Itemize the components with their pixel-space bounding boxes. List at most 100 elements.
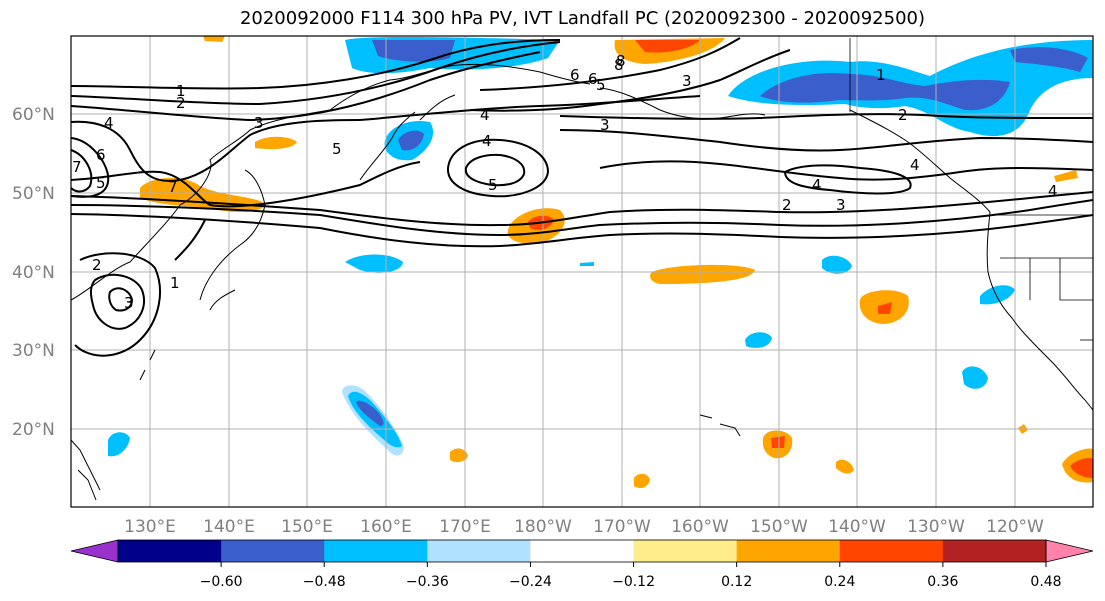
lon-label: 150°W (750, 517, 808, 537)
lat-label: 30°N (12, 341, 55, 361)
colorbar-tick-label: 0.48 (1030, 574, 1061, 590)
lon-label: 160°W (671, 517, 729, 537)
contour-label: 4 (812, 176, 822, 194)
contour-label: 3 (836, 196, 846, 214)
lon-label: 150°E (281, 517, 333, 537)
colorbar-tick-label: 0.12 (721, 574, 752, 590)
lon-label: 140°W (828, 517, 886, 537)
positive-anomaly-region (1070, 458, 1093, 478)
contour-label: 3 (124, 294, 134, 312)
lon-label: 130°E (124, 517, 176, 537)
colorbar-extend-right (1045, 539, 1094, 563)
contour-label: 5 (488, 176, 498, 194)
lon-label: 130°W (907, 517, 965, 537)
contour-labels: 1 2 3 4 5 6 7 8 3 4 4 3 5 1 2 4 2 3 4 4 … (72, 52, 1058, 312)
negative-anomaly-region (345, 254, 403, 273)
lat-label: 50°N (12, 184, 55, 204)
colorbar-segment (221, 540, 325, 562)
colorbar-tick-label: −0.48 (303, 574, 346, 590)
negative-anomaly-region (372, 40, 455, 62)
colorbar: −0.60 −0.48 −0.36 −0.24 −0.12 0.12 0.24 0.36 0.4… (70, 539, 1094, 590)
lat-label: 40°N (12, 263, 55, 283)
negative-anomaly-region (760, 72, 1010, 111)
negative-anomaly-region (980, 285, 1015, 305)
colorbar-tick-label: −0.12 (612, 574, 655, 590)
colorbar-segment (942, 540, 1047, 562)
colorbar-segment (427, 540, 531, 562)
contour-label: 3 (254, 114, 264, 132)
positive-anomaly-region (836, 459, 854, 474)
lon-label: 180°W (514, 517, 572, 537)
contour-label: 4 (480, 106, 490, 124)
contour-label: 3 (682, 72, 692, 90)
colorbar-segment (530, 540, 635, 562)
positive-anomaly-region (771, 436, 785, 448)
contour-label: 2 (92, 256, 102, 274)
contour-label: 3 (600, 116, 610, 134)
negative-anomaly-region (822, 255, 852, 274)
graticule (71, 36, 1093, 507)
positive-anomaly-region (635, 40, 700, 53)
lon-label: 160°E (360, 517, 412, 537)
colorbar-segment (736, 540, 841, 562)
lon-label: 170°W (593, 517, 651, 537)
colorbar-extend-left (70, 539, 119, 563)
map-title: 2020092000 F114 300 hPa PV, IVT Landfall… (239, 8, 926, 29)
colorbar-tick-label: 0.24 (824, 574, 855, 590)
colorbar-tick-label: 0.36 (927, 574, 958, 590)
colorbar-tick-label: −0.24 (509, 574, 552, 590)
contour-label: 8 (616, 52, 626, 70)
lat-label: 20°N (12, 420, 55, 440)
colorbar-segment (633, 540, 738, 562)
contour-label: 6 (588, 70, 598, 88)
positive-anomaly-region (203, 36, 225, 42)
contour-label: 1 (176, 82, 186, 100)
contour-label: 2 (176, 94, 186, 112)
contour-label: 2 (782, 196, 792, 214)
lat-label: 60°N (12, 105, 55, 125)
negative-anomaly-region (580, 262, 594, 266)
colorbar-tick-label: −0.36 (406, 574, 449, 590)
contour-label: 4 (910, 156, 920, 174)
contour-label: 5 (332, 140, 342, 158)
colorbar-outline (117, 539, 1047, 563)
positive-anomaly-region (634, 473, 650, 488)
latitude-labels: 60°N 50°N 40°N 30°N 20°N (12, 105, 55, 440)
colorbar-tick-label: −0.60 (200, 574, 243, 590)
contour-label: 5 (596, 76, 606, 94)
negative-anomaly-region (745, 332, 772, 348)
lon-label: 140°E (203, 517, 255, 537)
negative-anomaly-region (1010, 47, 1088, 72)
contour-label: 4 (482, 132, 492, 150)
pv-shading (108, 36, 1093, 488)
longitude-labels: 130°E 140°E 150°E 160°E 170°E 180°W 170°… (124, 517, 1044, 537)
negative-anomaly-region (962, 366, 988, 389)
lon-label: 170°E (439, 517, 491, 537)
positive-anomaly-region (1054, 170, 1078, 182)
pv-contours (71, 37, 1093, 357)
negative-anomaly-region (108, 432, 130, 457)
positive-anomaly-region (878, 302, 892, 314)
contour-label: 4 (1048, 182, 1058, 200)
colorbar-segment (324, 540, 428, 562)
map-frame (70, 35, 1094, 508)
contour-label: 7 (168, 178, 178, 196)
positive-anomaly-region (650, 264, 755, 284)
lon-label: 120°W (986, 517, 1044, 537)
contour-label: 2 (898, 106, 908, 124)
colorbar-segment (839, 540, 944, 562)
contour-label: 8 (614, 56, 624, 74)
contour-label: 1 (170, 274, 180, 292)
contour-label: 7 (72, 158, 82, 176)
colorbar-segment (118, 540, 222, 562)
political-borders (849, 38, 1093, 341)
positive-anomaly-region (450, 448, 468, 463)
contour-label: 6 (96, 146, 106, 164)
negative-anomaly-region (356, 400, 384, 426)
negative-anomaly-region (398, 130, 424, 151)
positive-anomaly-region (255, 136, 297, 150)
contour-label: 5 (96, 174, 106, 192)
contour-label: 4 (104, 114, 114, 132)
contour-label: 6 (570, 66, 580, 84)
